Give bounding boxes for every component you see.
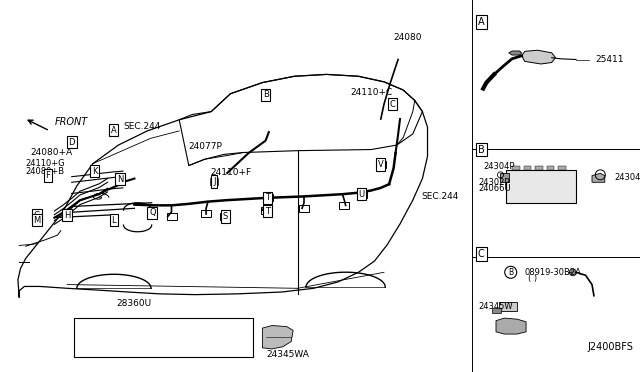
Text: C: C xyxy=(389,100,396,109)
Bar xyxy=(299,205,309,212)
Text: 24080: 24080 xyxy=(394,33,422,42)
Bar xyxy=(524,166,531,170)
Polygon shape xyxy=(592,173,605,182)
Bar xyxy=(201,211,211,217)
Text: 24110+F: 24110+F xyxy=(210,169,251,177)
Text: 24304P: 24304P xyxy=(483,162,515,171)
Text: B: B xyxy=(478,145,484,154)
Text: U: U xyxy=(358,190,365,199)
Text: A: A xyxy=(478,17,484,26)
Text: 08919-30B2A: 08919-30B2A xyxy=(525,268,582,277)
Text: 24302P: 24302P xyxy=(479,178,510,187)
Text: D: D xyxy=(68,138,75,147)
Text: S: S xyxy=(223,212,228,221)
Text: Q: Q xyxy=(149,208,156,217)
Text: 24080+A: 24080+A xyxy=(31,148,73,157)
Polygon shape xyxy=(509,51,522,55)
Bar xyxy=(220,213,230,220)
Text: ( ): ( ) xyxy=(528,275,537,283)
Bar xyxy=(74,318,253,357)
Bar xyxy=(260,207,271,214)
Text: T: T xyxy=(265,193,270,202)
FancyBboxPatch shape xyxy=(506,170,576,203)
Bar xyxy=(91,168,99,174)
Text: T: T xyxy=(265,207,270,216)
Text: 24066U: 24066U xyxy=(479,185,511,193)
Text: J2400BFS: J2400BFS xyxy=(588,342,634,352)
Text: SEC.244: SEC.244 xyxy=(421,192,458,201)
Text: 24345WA: 24345WA xyxy=(267,350,309,359)
Bar xyxy=(500,173,509,182)
Text: F: F xyxy=(45,171,51,180)
Bar xyxy=(535,166,543,170)
Text: K: K xyxy=(92,167,97,176)
Bar xyxy=(492,308,501,313)
Text: M: M xyxy=(33,216,41,225)
Polygon shape xyxy=(522,50,556,64)
Polygon shape xyxy=(262,326,293,349)
Text: A: A xyxy=(111,126,116,135)
Bar xyxy=(116,176,124,183)
Text: B: B xyxy=(262,90,269,99)
Text: SEC.244: SEC.244 xyxy=(123,122,160,131)
Text: C: C xyxy=(478,249,484,259)
Text: J: J xyxy=(213,177,216,186)
Polygon shape xyxy=(496,318,526,334)
Circle shape xyxy=(570,269,576,276)
Bar xyxy=(512,166,520,170)
Text: 25411: 25411 xyxy=(595,55,624,64)
Text: 28360U: 28360U xyxy=(116,299,152,308)
Bar xyxy=(262,195,273,201)
Bar xyxy=(339,202,349,209)
Bar xyxy=(166,213,177,220)
Text: L: L xyxy=(111,216,116,225)
Text: 24345W: 24345W xyxy=(479,302,513,311)
Text: 24080+B: 24080+B xyxy=(26,167,65,176)
Bar xyxy=(211,178,218,185)
Bar xyxy=(68,139,76,145)
Bar xyxy=(547,166,554,170)
Text: 24110+C: 24110+C xyxy=(351,88,393,97)
Text: B: B xyxy=(508,268,513,277)
Bar xyxy=(356,191,367,198)
Bar xyxy=(558,166,566,170)
Bar xyxy=(376,161,386,168)
Bar xyxy=(44,172,52,179)
Text: 24077P: 24077P xyxy=(189,142,223,151)
Bar xyxy=(110,127,118,134)
Text: 24110+G: 24110+G xyxy=(26,159,65,168)
Text: G: G xyxy=(34,211,40,219)
Text: N: N xyxy=(117,175,124,184)
Bar xyxy=(499,302,517,311)
Text: V: V xyxy=(378,160,383,169)
Text: 24304P: 24304P xyxy=(614,173,640,182)
Text: FRONT: FRONT xyxy=(54,117,88,127)
Text: H: H xyxy=(64,211,70,219)
